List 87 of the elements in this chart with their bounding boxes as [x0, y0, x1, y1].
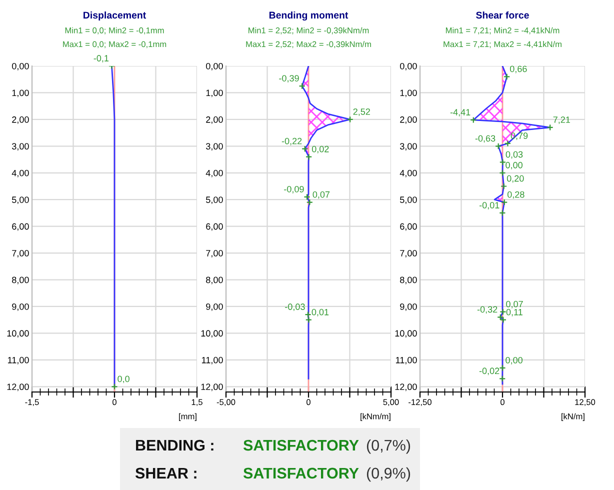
y-tick-label: 0,00 [400, 62, 417, 70]
y-tick-label: 4,00 [400, 170, 417, 178]
y-tick-label: 11,00 [396, 356, 417, 364]
y-tick-label: 9,00 [206, 303, 223, 311]
y-tick-label: 1,00 [400, 90, 417, 98]
y-tick-label: 7,00 [12, 250, 29, 258]
y-tick-label: 3,00 [12, 143, 29, 151]
annotation: 0,03 [506, 151, 523, 159]
chart-title: Shear force [476, 11, 529, 19]
annotation: -0,39 [279, 75, 299, 83]
y-tick-label: 0,00 [206, 62, 223, 70]
x-tick-label: 12,50 [575, 399, 596, 406]
chart-title: Displacement [84, 11, 146, 21]
chart-title: Bending moment [269, 11, 348, 21]
y-tick-label: 5,00 [206, 196, 223, 204]
y-tick-label: 2,00 [400, 116, 417, 124]
annotation: 0,00 [506, 356, 522, 364]
annotation: 0,20 [506, 175, 524, 183]
y-tick-label: 10,00 [395, 330, 417, 338]
annotation: 0,0 [118, 376, 130, 384]
y-tick-label: 4,00 [12, 170, 29, 178]
annotation: -0,02 [479, 368, 500, 376]
y-tick-label: 8,00 [400, 276, 417, 284]
y-tick-label: 9,00 [400, 303, 417, 311]
x-tick-label: 0 [112, 399, 116, 406]
y-tick-label: 3,00 [206, 143, 223, 151]
x-tick-label: -12,50 [408, 399, 432, 406]
annotation: -0,03 [285, 304, 305, 312]
annotation: -4,41 [450, 109, 470, 116]
text: SATISFACTORY [243, 468, 359, 479]
chart-subtitle: Min1 = 7,21; Min2 = -4,41kN/m Max1 = 7,21; Max2 = -4,41kN/m [444, 27, 562, 48]
y-tick-label: 6,00 [12, 223, 29, 231]
y-tick-label: 7,00 [206, 250, 223, 258]
y-tick-label: 8,00 [12, 276, 29, 284]
x-axis-title: [kNm/m] [360, 413, 390, 421]
x-tick-label: 5,00 [383, 399, 399, 406]
x-tick-label: -5,00 [216, 399, 236, 406]
annotation: 0,07 [506, 300, 523, 308]
annotation: 0,02 [312, 146, 329, 154]
annotation: 0,66 [510, 66, 527, 74]
annotation: -0,1 [94, 55, 109, 63]
y-tick-label: 6,00 [206, 223, 223, 231]
y-tick-label: 12,00 [201, 384, 223, 392]
y-tick-label: 10,00 [201, 330, 223, 338]
x-axis-title: [kN/m] [562, 413, 584, 421]
y-tick-label: 1,00 [12, 90, 29, 98]
annotation: -0,22 [282, 138, 302, 146]
annotation: -0,32 [477, 306, 498, 314]
y-tick-label: 12,00 [7, 384, 29, 392]
y-tick-label: 2,00 [12, 116, 29, 124]
text: BENDING : [136, 440, 214, 451]
x-axis-title: [mm] [179, 413, 196, 421]
annotation: -0,09 [284, 186, 304, 194]
text: SATISFACTORY [243, 440, 359, 451]
y-tick-label: 5,00 [400, 196, 417, 204]
y-tick-label: 1,00 [206, 90, 223, 98]
y-tick-label: 5,00 [12, 196, 29, 204]
annotation: -0,63 [475, 135, 496, 143]
x-tick-label: 0 [500, 399, 504, 406]
annotation: -0,01 [479, 202, 500, 210]
annotation: 0,07 [312, 191, 330, 199]
x-tick-label: 1,5 [192, 399, 202, 406]
y-tick-label: 6,00 [400, 223, 417, 231]
y-tick-label: 4,00 [206, 170, 223, 178]
annotation: 2,52 [353, 108, 370, 116]
y-tick-label: 3,00 [400, 143, 417, 151]
y-tick-label: 9,00 [12, 303, 29, 311]
y-tick-label: 8,00 [206, 276, 223, 284]
annotation: 7,21 [553, 116, 570, 124]
annotation: 0,00 [506, 162, 522, 170]
text: (0,7%) [366, 439, 410, 454]
annotation: 0,11 [506, 308, 522, 316]
text: SHEAR : [135, 468, 196, 479]
y-tick-label: 7,00 [400, 250, 417, 258]
annotation: 0,28 [507, 191, 524, 199]
chart-subtitle: Min1 = 2,52; Min2 = -0,39kNm/m Max1 = 2,52; Max2 = -0,39kNm/m [246, 27, 371, 48]
text: (0,9%) [366, 467, 410, 482]
y-tick-label: 12,00 [395, 384, 417, 392]
y-tick-label: 0,00 [12, 62, 29, 70]
annotation: 0,01 [312, 308, 329, 316]
chart-subtitle: Min1 = 0,0; Min2 = -0,1mm Max1 = 0,0; Max2 = -0,1mm [63, 27, 166, 48]
x-tick-label: 0 [306, 399, 310, 406]
y-tick-label: 2,00 [206, 116, 223, 124]
y-tick-label: 11,00 [202, 356, 223, 364]
x-tick-label: -1,5 [25, 399, 39, 406]
y-tick-label: 10,00 [7, 330, 29, 338]
y-tick-label: 11,00 [8, 356, 29, 364]
